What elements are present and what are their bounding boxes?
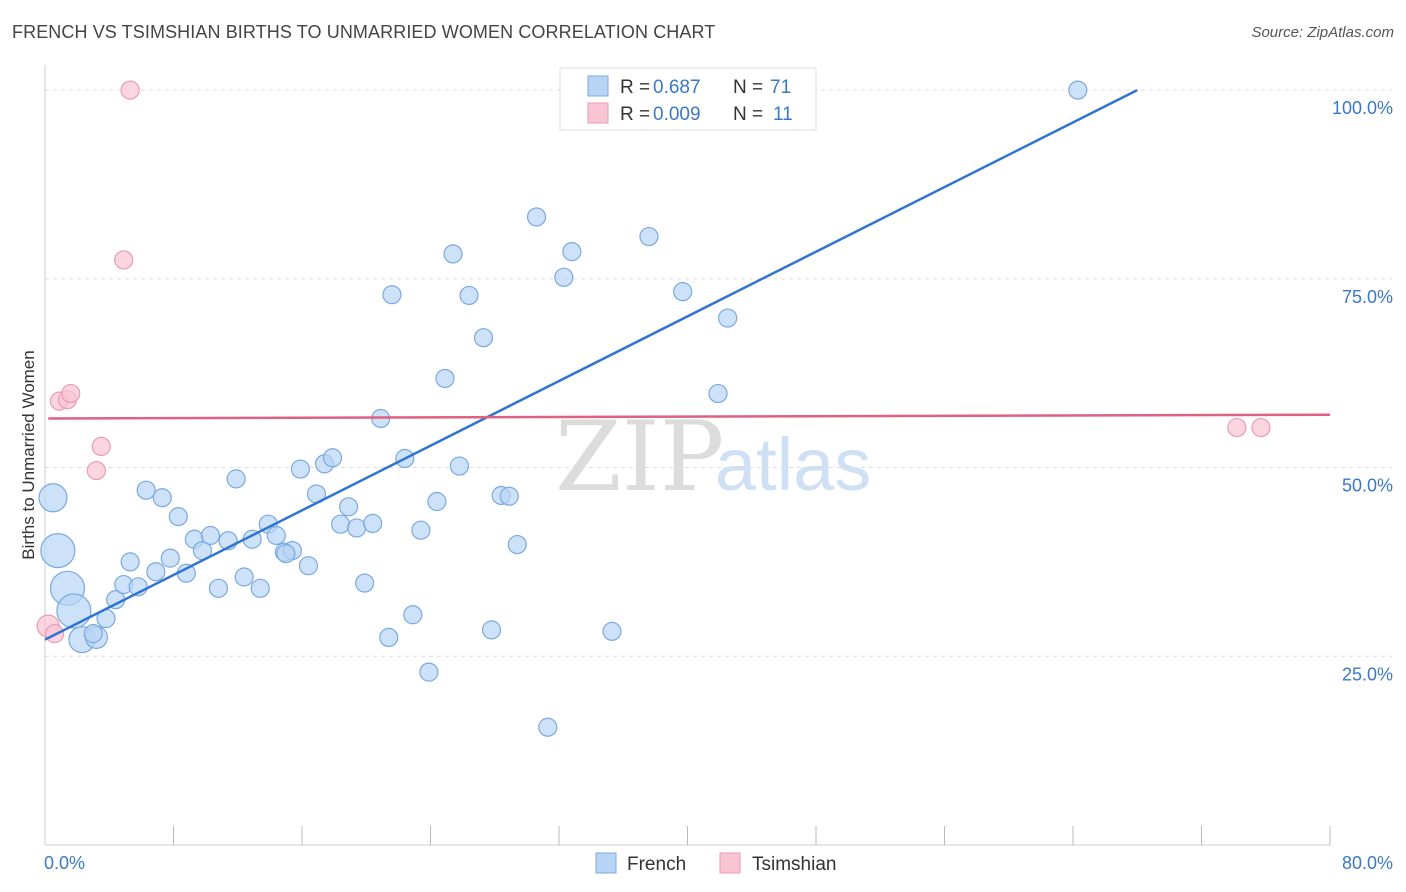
data-points (36, 80, 1271, 737)
french-point (330, 514, 351, 534)
tsimshian-point (114, 250, 134, 270)
french-point (338, 497, 359, 517)
french-point (355, 573, 375, 593)
french-point (562, 242, 582, 262)
french-point (250, 578, 270, 598)
series-legend: French Tsimshian (595, 852, 836, 875)
french-point (435, 368, 455, 389)
legend-r-label-tsimshian: R = (620, 104, 650, 125)
french-point (639, 226, 659, 247)
french-point (363, 513, 383, 534)
y-tick-label: 25.0% (1342, 664, 1393, 684)
french-point (708, 383, 728, 404)
french-point (449, 456, 470, 476)
french-point (298, 556, 319, 576)
french-point (459, 285, 479, 306)
french-point (234, 567, 254, 587)
french-point (160, 548, 180, 568)
french-point (718, 308, 738, 328)
french-point (290, 459, 310, 479)
tick-labels: 25.0% 50.0% 75.0% 100.0% 0.0% 80.0% (44, 98, 1393, 873)
french-point (602, 621, 622, 641)
french-point (481, 620, 502, 640)
watermark-zip: ZIP (555, 401, 724, 513)
french-point (208, 578, 229, 598)
french-point (168, 507, 188, 527)
french-point (382, 285, 402, 305)
y-tick-label: 75.0% (1342, 287, 1393, 307)
french-point (136, 480, 156, 500)
french-point (322, 448, 343, 468)
french-point (347, 518, 367, 538)
tsimshian-point (120, 80, 140, 100)
legend-r-value-tsimshian: 0.009 (653, 104, 701, 125)
axes (44, 65, 1331, 846)
tsimshian-trendline (48, 413, 1331, 420)
legend-swatch-tsimshian (587, 102, 609, 124)
french-point (40, 532, 76, 569)
bottom-legend-french: French (627, 854, 686, 875)
tsimshian-point (1227, 417, 1247, 438)
tsimshian-point (61, 383, 81, 404)
trendlines (44, 88, 1331, 641)
french-point (146, 562, 166, 582)
legend-n-value-french: 71 (770, 77, 791, 98)
y-tick-label: 50.0% (1342, 476, 1393, 496)
french-point (200, 525, 221, 546)
french-point (673, 282, 693, 302)
french-point (443, 244, 463, 264)
french-point (83, 624, 103, 644)
french-point (507, 534, 527, 555)
tsimshian-point (1251, 417, 1271, 438)
bottom-legend-swatch-french (595, 852, 617, 874)
french-point (120, 552, 140, 572)
legend-n-value-tsimshian: 11 (773, 104, 793, 125)
french-point (411, 520, 431, 540)
legend-r-label-french: R = (620, 77, 650, 98)
legend-r-value-french: 0.687 (653, 77, 701, 98)
french-point (276, 544, 296, 564)
french-point (427, 491, 447, 512)
french-point (226, 469, 246, 489)
french-point (473, 328, 494, 348)
chart-title: FRENCH VS TSIMSHIAN BIRTHS TO UNMARRIED … (12, 22, 716, 42)
french-point (56, 593, 92, 629)
french-point (526, 207, 547, 227)
legend-n-label-tsimshian: N = (733, 104, 763, 125)
french-point (1068, 80, 1088, 100)
y-axis-label: Births to Unmarried Women (19, 350, 38, 559)
legend-swatch-french (587, 75, 609, 97)
source-label: Source: ZipAtlas.com (1251, 24, 1394, 41)
tsimshian-point (86, 460, 107, 481)
x-tick-label: 0.0% (44, 853, 85, 873)
tsimshian-point (91, 436, 111, 457)
french-point (499, 486, 519, 506)
french-point (419, 662, 439, 682)
legend-n-label-french: N = (733, 77, 763, 98)
y-tick-label: 100.0% (1332, 98, 1393, 118)
french-point (379, 627, 399, 648)
stats-legend: R = 0.687 N = 71 R = 0.009 N = 11 (559, 67, 817, 131)
french-point (38, 483, 68, 513)
french-point (538, 717, 558, 737)
french-point (152, 488, 172, 508)
french-point (554, 267, 574, 287)
french-point (403, 605, 423, 625)
french-trendline (44, 88, 1138, 641)
bottom-legend-tsimshian: Tsimshian (752, 854, 836, 875)
bottom-legend-swatch-tsimshian (719, 852, 741, 874)
watermark-atlas: atlas (715, 423, 871, 506)
french-point (176, 563, 196, 583)
x-tick-label: 80.0% (1342, 853, 1393, 873)
french-point (266, 525, 286, 546)
